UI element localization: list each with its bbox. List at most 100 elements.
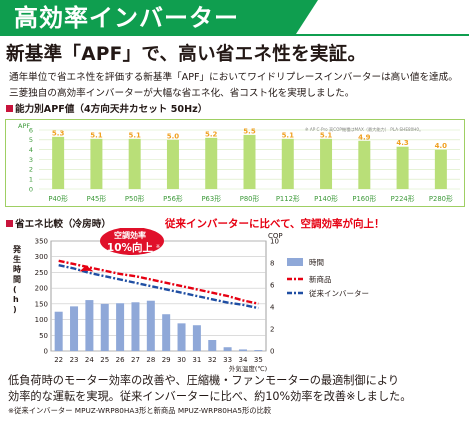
cop-plot-area xyxy=(50,240,267,352)
cop-x-tick-label: 29 xyxy=(162,356,171,364)
cop-x-tick-label: 28 xyxy=(146,356,155,364)
apf-bar xyxy=(90,138,103,189)
cop-left-tick-label: 250 xyxy=(35,269,48,277)
apf-bar xyxy=(128,138,141,189)
apf-y-tick-label: 4 xyxy=(29,146,33,154)
new-product-line xyxy=(58,259,259,305)
cop-x-tick-label: 32 xyxy=(208,356,217,364)
cop-x-tick-label: 24 xyxy=(85,356,94,364)
old-inverter-line xyxy=(58,264,259,310)
cop-right-tick-label: 8 xyxy=(270,260,274,268)
cop-right-axis-label: COP xyxy=(268,232,283,240)
hours-bar xyxy=(116,303,125,351)
comparison-section-heading: 省エネ比較（冷房時） xyxy=(6,219,111,231)
cop-right-tick-label: 2 xyxy=(270,326,274,334)
legend-hours-label: 時間 xyxy=(309,258,324,267)
apf-bar xyxy=(52,136,65,189)
cop-comparison-chart: 0501001502002503003500246810発生時間(h)COP22… xyxy=(12,228,369,373)
apf-value-label: 5.1 xyxy=(320,131,333,139)
apf-bar xyxy=(243,134,256,189)
apf-y-tick-label: 2 xyxy=(29,166,33,174)
cop-right-tick-label: 4 xyxy=(270,304,275,312)
page-title: 高効率インバーター xyxy=(14,4,239,32)
apf-value-label: 4.3 xyxy=(396,139,409,147)
comparison-callout: 従来インバーターに比べて、空調効率が向上！ xyxy=(165,218,385,230)
apf-bar xyxy=(166,139,179,189)
apf-category-label: P224形 xyxy=(391,195,415,203)
intro-line-2: 三菱独自の高効率インバーターが大幅な省エネ化、省コスト化を実現しました。 xyxy=(9,88,355,99)
hours-bar xyxy=(146,300,155,351)
cop-x-tick-label: 33 xyxy=(223,356,232,364)
apf-bar xyxy=(281,138,294,189)
cop-x-tick-label: 25 xyxy=(100,356,109,364)
apf-bar xyxy=(320,138,333,189)
intro-line-1: 通年単位で省エネ性を評価する新基準「APF」においてワイドリプレースインバーター… xyxy=(9,72,458,83)
cop-x-tick-label: 23 xyxy=(70,356,79,364)
badge-mark: ※ xyxy=(156,244,160,250)
hours-bar xyxy=(100,303,109,351)
apf-y-tick-label: 6 xyxy=(29,126,33,134)
hours-bar xyxy=(70,306,79,351)
apf-bar-chart: APF ※ AP C-Pro 高COP機種はMAX（最大能力） PLA-SHE80… xyxy=(18,122,460,203)
cop-left-tick-label: 300 xyxy=(35,253,48,261)
cop-x-tick-label: 30 xyxy=(177,356,186,364)
apf-value-label: 5.3 xyxy=(52,129,65,137)
apf-bar xyxy=(396,146,409,189)
apf-footnote: ※ AP C-Pro 高COP機種はMAX（最大能力） PLA-SHE80H0。 xyxy=(305,126,423,133)
cop-x-axis-label: 外気温度(℃) xyxy=(229,364,267,373)
hours-bar xyxy=(254,350,263,351)
cop-left-axis-label: 発生時間(h) xyxy=(12,244,22,314)
apf-bar xyxy=(434,149,447,189)
hours-bar xyxy=(192,325,201,351)
cop-left-tick-label: 50 xyxy=(39,332,48,340)
apf-y-tick-label: 3 xyxy=(29,156,33,164)
headline: 新基準「APF」で、高い省エネ性を実証。 xyxy=(6,44,367,65)
title-banner: 高効率インバーター xyxy=(0,0,469,36)
cop-x-tick-label: 26 xyxy=(116,356,125,364)
cop-left-tick-label: 350 xyxy=(35,238,48,246)
apf-bar xyxy=(358,140,371,189)
improvement-arrow-icon xyxy=(79,265,94,272)
badge-line-2: 10%向上 xyxy=(107,241,154,254)
cop-x-tick-label: 35 xyxy=(254,356,263,364)
apf-value-label: 5.5 xyxy=(243,127,256,135)
apf-value-label: 5.1 xyxy=(90,131,103,139)
apf-value-label: 5.1 xyxy=(282,131,295,139)
bottom-text-line-1: 低負荷時のモーター効率の改善や、圧縮機・ファンモーターの最適制御により xyxy=(8,374,400,387)
cop-left-tick-label: 100 xyxy=(35,316,48,324)
apf-heading-text: 能力別APF値（4方向天井カセット 50Hz） xyxy=(15,104,208,115)
footnote: ※従来インバーター MPUZ-WRP80HA3形と新商品 MPUZ-WRP80H… xyxy=(8,406,272,415)
apf-value-label: 5.1 xyxy=(128,131,141,139)
hours-bar xyxy=(162,314,171,351)
bottom-text-line-2: 効率的な運転を実現。従来インバーターに比べ、約10%効率を改善※しました。 xyxy=(8,390,412,403)
legend-new-label: 新商品 xyxy=(309,274,332,284)
cop-right-tick-label: 6 xyxy=(270,282,275,290)
apf-category-label: P56形 xyxy=(163,195,183,203)
apf-category-label: P63形 xyxy=(201,195,221,203)
apf-category-label: P140形 xyxy=(314,195,338,203)
legend-hours-swatch xyxy=(287,258,303,266)
apf-value-label: 4.9 xyxy=(358,133,371,141)
hours-bar xyxy=(208,340,217,351)
apf-y-tick-label: 5 xyxy=(29,136,33,144)
legend-old-label: 従来インバーター xyxy=(309,288,369,298)
apf-category-label: P112形 xyxy=(276,195,300,203)
apf-value-label: 5.0 xyxy=(167,132,180,140)
cop-left-tick-label: 0 xyxy=(44,348,48,356)
apf-bar xyxy=(205,137,218,189)
cop-left-tick-label: 200 xyxy=(35,285,48,293)
efficiency-badge xyxy=(100,228,164,255)
apf-section-heading: 能力別APF値（4方向天井カセット 50Hz） xyxy=(6,104,207,116)
apf-value-label: 4.0 xyxy=(435,142,448,150)
cop-x-tick-label: 34 xyxy=(239,356,248,364)
red-square-icon xyxy=(6,220,13,227)
hours-bar xyxy=(85,300,94,351)
comparison-heading-text: 省エネ比較（冷房時） xyxy=(15,219,111,230)
apf-category-label: P40形 xyxy=(48,195,68,203)
hours-bar xyxy=(177,323,186,351)
apf-category-label: P160形 xyxy=(352,195,376,203)
cop-right-tick-label: 0 xyxy=(270,348,274,356)
apf-value-label: 5.2 xyxy=(205,130,218,138)
red-square-icon xyxy=(6,105,13,112)
apf-category-label: P50形 xyxy=(125,195,145,203)
